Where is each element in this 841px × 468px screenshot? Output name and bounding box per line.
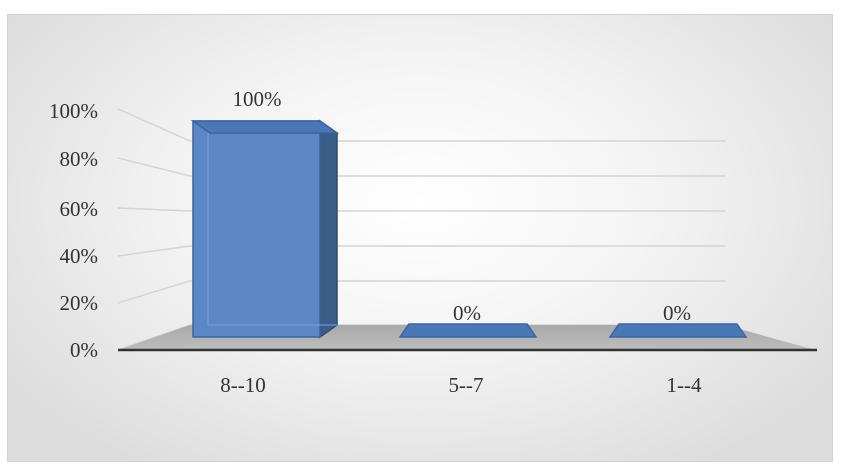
gridline-60	[117, 207, 725, 212]
y-tick-label: 80%	[60, 147, 99, 171]
bar-flat	[608, 323, 748, 338]
data-labels: 100% 0% 0%	[233, 87, 692, 325]
gridline-40	[117, 245, 725, 257]
y-tick-label: 20%	[60, 291, 99, 315]
bar-side	[319, 119, 338, 339]
data-label: 0%	[663, 301, 691, 325]
y-tick-label: 60%	[60, 197, 99, 221]
data-label: 100%	[233, 87, 282, 111]
x-category-label: 1--4	[667, 373, 702, 397]
data-label: 0%	[453, 301, 481, 325]
x-axis: 8--10 5--7 1--4	[220, 373, 702, 397]
bar-flat	[398, 323, 538, 338]
x-category-label: 5--7	[449, 373, 484, 397]
y-tick-label: 0%	[70, 338, 98, 362]
x-category-label: 8--10	[220, 373, 266, 397]
y-tick-label: 100%	[49, 99, 98, 123]
bar-edge	[207, 133, 337, 326]
gridline-80	[117, 157, 725, 177]
bars	[190, 119, 748, 339]
chart-frame	[7, 14, 833, 462]
y-axis: 0% 20% 40% 60% 80% 100%	[49, 99, 98, 362]
y-tick-label: 40%	[60, 244, 99, 268]
bar-front	[192, 120, 321, 338]
gridline-100	[117, 108, 725, 142]
bar-top	[190, 120, 340, 134]
gridline-20	[117, 280, 725, 304]
